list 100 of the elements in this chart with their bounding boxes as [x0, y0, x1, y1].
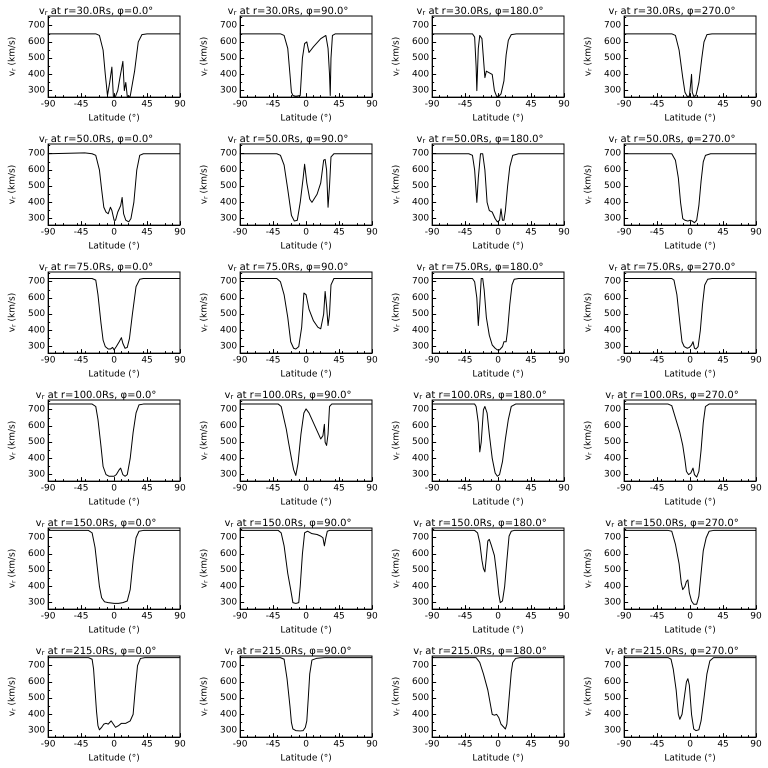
y-tick-label: 400: [604, 325, 622, 336]
y-tick-label: 700: [220, 660, 238, 671]
x-tick-label: 45: [333, 228, 345, 238]
y-tick-label: 600: [28, 676, 46, 687]
x-axis-title: Latitude (°): [88, 498, 140, 508]
y-tick-label: 600: [604, 292, 622, 303]
x-axis-title: Latitude (°): [664, 626, 716, 636]
x-tick-label: 90: [366, 740, 378, 750]
y-tick-label: 600: [28, 548, 46, 559]
x-tick-label: 45: [717, 228, 729, 238]
line-series: [624, 404, 756, 478]
y-tick-label: 300: [412, 470, 430, 480]
y-tick-label: 400: [220, 581, 238, 592]
x-tick-label: 90: [366, 612, 378, 622]
x-tick-label: 45: [717, 484, 729, 494]
x-tick-label: 45: [141, 100, 153, 110]
y-tick-label: 400: [28, 69, 46, 80]
y-tick-label: 500: [604, 181, 622, 192]
x-axis-title: Latitude (°): [664, 370, 716, 380]
y-tick-label: 400: [28, 197, 46, 208]
x-axis-title: Latitude (°): [88, 370, 140, 380]
x-tick-label: -90: [616, 100, 632, 110]
y-tick-label: 400: [604, 69, 622, 80]
y-tick-label: 400: [604, 197, 622, 208]
y-tick-label: 700: [28, 276, 46, 287]
x-tick-label: 90: [750, 484, 762, 494]
y-tick-label: 700: [28, 404, 46, 415]
x-tick-label: -45: [458, 484, 472, 494]
y-tick-label: 700: [28, 660, 46, 671]
y-tick-label: 300: [28, 598, 46, 608]
x-tick-label: 0: [111, 740, 118, 750]
y-tick-label: 300: [412, 86, 430, 96]
x-tick-label: 90: [750, 612, 762, 622]
y-tick-label: 500: [28, 181, 46, 192]
y-tick-label: 500: [412, 181, 430, 192]
x-tick-label: -45: [458, 740, 472, 750]
x-tick-label: -90: [616, 484, 632, 494]
x-tick-label: 0: [111, 100, 118, 110]
x-tick-label: -45: [650, 740, 664, 750]
y-tick-label: 700: [604, 20, 622, 31]
y-tick-label: 300: [412, 342, 430, 352]
x-tick-label: 45: [717, 612, 729, 622]
y-tick-label: 400: [220, 325, 238, 336]
x-tick-label: 90: [366, 100, 378, 110]
x-axis-title: Latitude (°): [664, 242, 716, 252]
x-tick-label: -90: [616, 612, 632, 622]
x-tick-label: -90: [616, 228, 632, 238]
x-axis-title: Latitude (°): [280, 498, 332, 508]
x-tick-label: 90: [366, 228, 378, 238]
x-tick-label: 90: [750, 740, 762, 750]
x-tick-label: 0: [303, 484, 310, 494]
y-tick-label: 500: [604, 309, 622, 320]
x-tick-label: 45: [333, 100, 345, 110]
y-tick-label: 600: [220, 36, 238, 47]
y-tick-label: 600: [412, 292, 430, 303]
y-tick-label: 400: [412, 709, 430, 720]
x-tick-label: 0: [303, 228, 310, 238]
y-tick-label: 600: [220, 676, 238, 687]
x-tick-label: -45: [650, 228, 664, 238]
x-tick-label: -45: [266, 356, 280, 366]
y-tick-label: 300: [220, 86, 238, 96]
x-axis-title: Latitude (°): [88, 626, 140, 636]
y-tick-label: 700: [220, 276, 238, 287]
x-tick-label: -45: [650, 612, 664, 622]
line-series: [48, 404, 180, 477]
y-tick-label: 400: [220, 709, 238, 720]
y-tick-label: 600: [412, 420, 430, 431]
x-tick-label: 45: [333, 484, 345, 494]
x-tick-label: 0: [495, 100, 502, 110]
y-tick-label: 500: [604, 565, 622, 576]
x-tick-label: -90: [616, 356, 632, 366]
y-tick-label: 600: [220, 420, 238, 431]
x-tick-label: 90: [174, 612, 186, 622]
x-tick-label: -45: [458, 228, 472, 238]
y-tick-label: 500: [28, 309, 46, 320]
y-tick-label: 400: [412, 69, 430, 80]
y-tick-label: 500: [220, 693, 238, 704]
x-tick-label: -90: [424, 100, 440, 110]
y-tick-label: 300: [604, 470, 622, 480]
x-tick-label: -90: [232, 484, 248, 494]
x-tick-label: 45: [525, 484, 537, 494]
y-tick-label: 600: [28, 164, 46, 175]
x-tick-label: -45: [650, 484, 664, 494]
y-tick-label: 300: [604, 726, 622, 736]
x-axis-title: Latitude (°): [664, 754, 716, 764]
y-tick-label: 700: [220, 148, 238, 159]
y-tick-label: 300: [412, 214, 430, 224]
x-tick-label: -90: [40, 228, 56, 238]
y-tick-label: 300: [604, 86, 622, 96]
x-axis-title: Latitude (°): [88, 114, 140, 124]
x-tick-label: 90: [366, 356, 378, 366]
x-tick-label: 0: [303, 612, 310, 622]
x-tick-label: 0: [111, 484, 118, 494]
y-tick-label: 600: [604, 36, 622, 47]
x-tick-label: 90: [174, 740, 186, 750]
x-tick-label: 90: [558, 356, 570, 366]
y-tick-label: 400: [604, 709, 622, 720]
x-tick-label: 0: [687, 484, 694, 494]
y-tick-label: 700: [28, 148, 46, 159]
y-tick-label: 500: [604, 693, 622, 704]
